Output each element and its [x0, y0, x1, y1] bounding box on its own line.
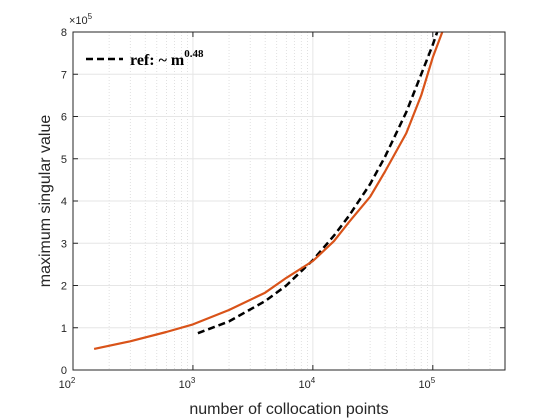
y-tick-label: 1: [61, 323, 67, 335]
y-axis-label: maximum singular value: [37, 115, 54, 288]
y-tick-label: 4: [61, 196, 67, 208]
y-tick-label: 8: [61, 27, 67, 39]
y-axis-multiplier: ×105: [69, 12, 93, 27]
y-tick-label: 3: [61, 238, 67, 250]
x-axis-label: number of collocation points: [189, 401, 388, 418]
legend: ref: ~ m0.48: [86, 48, 204, 69]
legend-label-ref-main: ref: ~ m: [130, 52, 185, 69]
y-tick-label: 6: [61, 112, 67, 124]
x-tick-label: 104: [299, 376, 316, 391]
x-tick-label-exponent: 5: [431, 376, 436, 385]
x-tick-label-exponent: 2: [71, 376, 76, 385]
y-tick-label: 2: [61, 281, 67, 293]
legend-label-ref-exponent: 0.48: [184, 48, 204, 60]
x-tick-label-base: 10: [179, 379, 191, 391]
x-tick-label-base: 10: [299, 379, 311, 391]
x-tick-label: 105: [418, 376, 435, 391]
x-tick-label-exponent: 4: [311, 376, 316, 385]
x-tick-label: 103: [179, 376, 196, 391]
series-layer: [93, 32, 444, 350]
x-tick-label: 102: [59, 376, 76, 391]
x-tick-label-exponent: 3: [191, 376, 196, 385]
legend-label-ref: ref: ~ m0.48: [130, 48, 204, 69]
series-line-ref: [197, 32, 439, 335]
y-tick-label: 7: [61, 69, 67, 81]
y-tick-label: 0: [61, 365, 67, 377]
y-axis-multiplier-exponent: 5: [88, 12, 93, 21]
x-tick-label-base: 10: [418, 379, 430, 391]
series-line-main: [93, 32, 444, 350]
y-tick-label: 5: [61, 154, 67, 166]
y-axis-multiplier-base: ×10: [69, 15, 88, 27]
x-tick-label-base: 10: [59, 379, 71, 391]
